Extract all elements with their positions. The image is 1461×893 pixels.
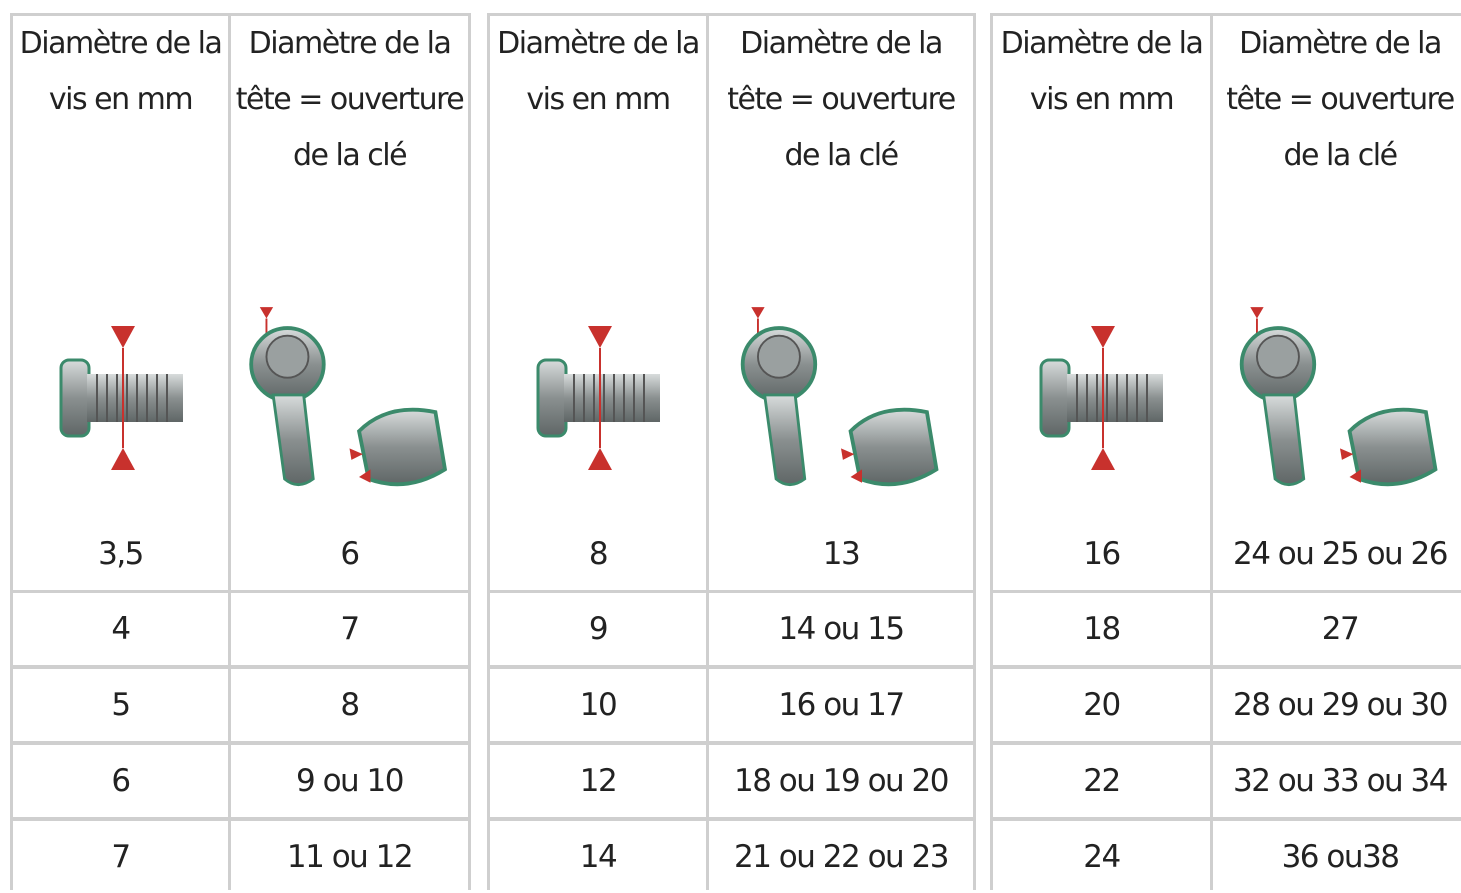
- header-text: Diamètre de la vis en mm: [497, 26, 700, 117]
- data-cell: 16 ou 17: [709, 669, 973, 741]
- data-cell: 6: [13, 745, 228, 817]
- data-cell: 6: [231, 518, 468, 590]
- data-cell: 9 ou 10: [231, 745, 468, 817]
- data-cell: 21 ou 22 ou 23: [709, 821, 973, 893]
- data-cell: 36 ou38: [1213, 821, 1461, 893]
- data-cell: 28 ou 29 ou 30: [1213, 669, 1461, 741]
- header-cell: Diamètre de la tête = ouverture de la cl…: [709, 16, 973, 518]
- data-cell: 20: [993, 669, 1210, 741]
- header-text: Diamètre de la vis en mm: [19, 26, 223, 117]
- data-cell: 24 ou 25 ou 26: [1213, 518, 1461, 590]
- data-cell: 9: [490, 593, 706, 665]
- header-text: Diamètre de la vis en mm: [1000, 26, 1204, 117]
- table-panel: Diamètre de la vis en mm 8 9 10 12 14 Diamètre…: [487, 13, 976, 893]
- data-cell: 11 ou 12: [231, 821, 468, 893]
- data-cell: 12: [490, 745, 706, 817]
- data-cell: 10: [490, 669, 706, 741]
- header-cell: Diamètre de la vis en mm: [13, 16, 228, 518]
- data-cell: 3,5: [13, 518, 228, 590]
- data-cell: 13: [709, 518, 973, 590]
- table-panel: Diamètre de la vis en mm 16 18 20 22 24 Diamèt…: [990, 13, 1461, 893]
- screw-icon: [1039, 324, 1165, 472]
- screw-icon: [536, 324, 662, 472]
- data-cell: 7: [231, 593, 468, 665]
- data-cell: 16: [993, 518, 1210, 590]
- data-cell: 7: [13, 821, 228, 893]
- header-text: Diamètre de la tête = ouverture de la cl…: [1226, 26, 1455, 173]
- data-cell: 14: [490, 821, 706, 893]
- data-cell: 5: [13, 669, 228, 741]
- data-cell: 32 ou 33 ou 34: [1213, 745, 1461, 817]
- data-cell: 18: [993, 593, 1210, 665]
- header-text: Diamètre de la tête = ouverture de la cl…: [727, 26, 956, 173]
- data-cell: 14 ou 15: [709, 593, 973, 665]
- header-cell: Diamètre de la vis en mm: [490, 16, 706, 518]
- data-cell: 22: [993, 745, 1210, 817]
- header-cell: Diamètre de la tête = ouverture de la cl…: [231, 16, 468, 518]
- data-cell: 8: [490, 518, 706, 590]
- header-cell: Diamètre de la tête = ouverture de la cl…: [1213, 16, 1461, 518]
- data-cell: 27: [1213, 593, 1461, 665]
- header-text: Diamètre de la tête = ouverture de la cl…: [235, 26, 465, 173]
- data-cell: 18 ou 19 ou 20: [709, 745, 973, 817]
- data-cell: 4: [13, 593, 228, 665]
- header-cell: Diamètre de la vis en mm: [993, 16, 1210, 518]
- wrench-icon: [249, 305, 447, 487]
- data-cell: 24: [993, 821, 1210, 893]
- wrench-icon: [1213, 278, 1461, 508]
- data-cell: 8: [231, 669, 468, 741]
- wrench-icon: [709, 278, 973, 508]
- table-panel: Diamètre de la vis en mm 3,5 4 5 6 7 Diamètre …: [10, 13, 471, 893]
- screw-icon: [59, 324, 185, 472]
